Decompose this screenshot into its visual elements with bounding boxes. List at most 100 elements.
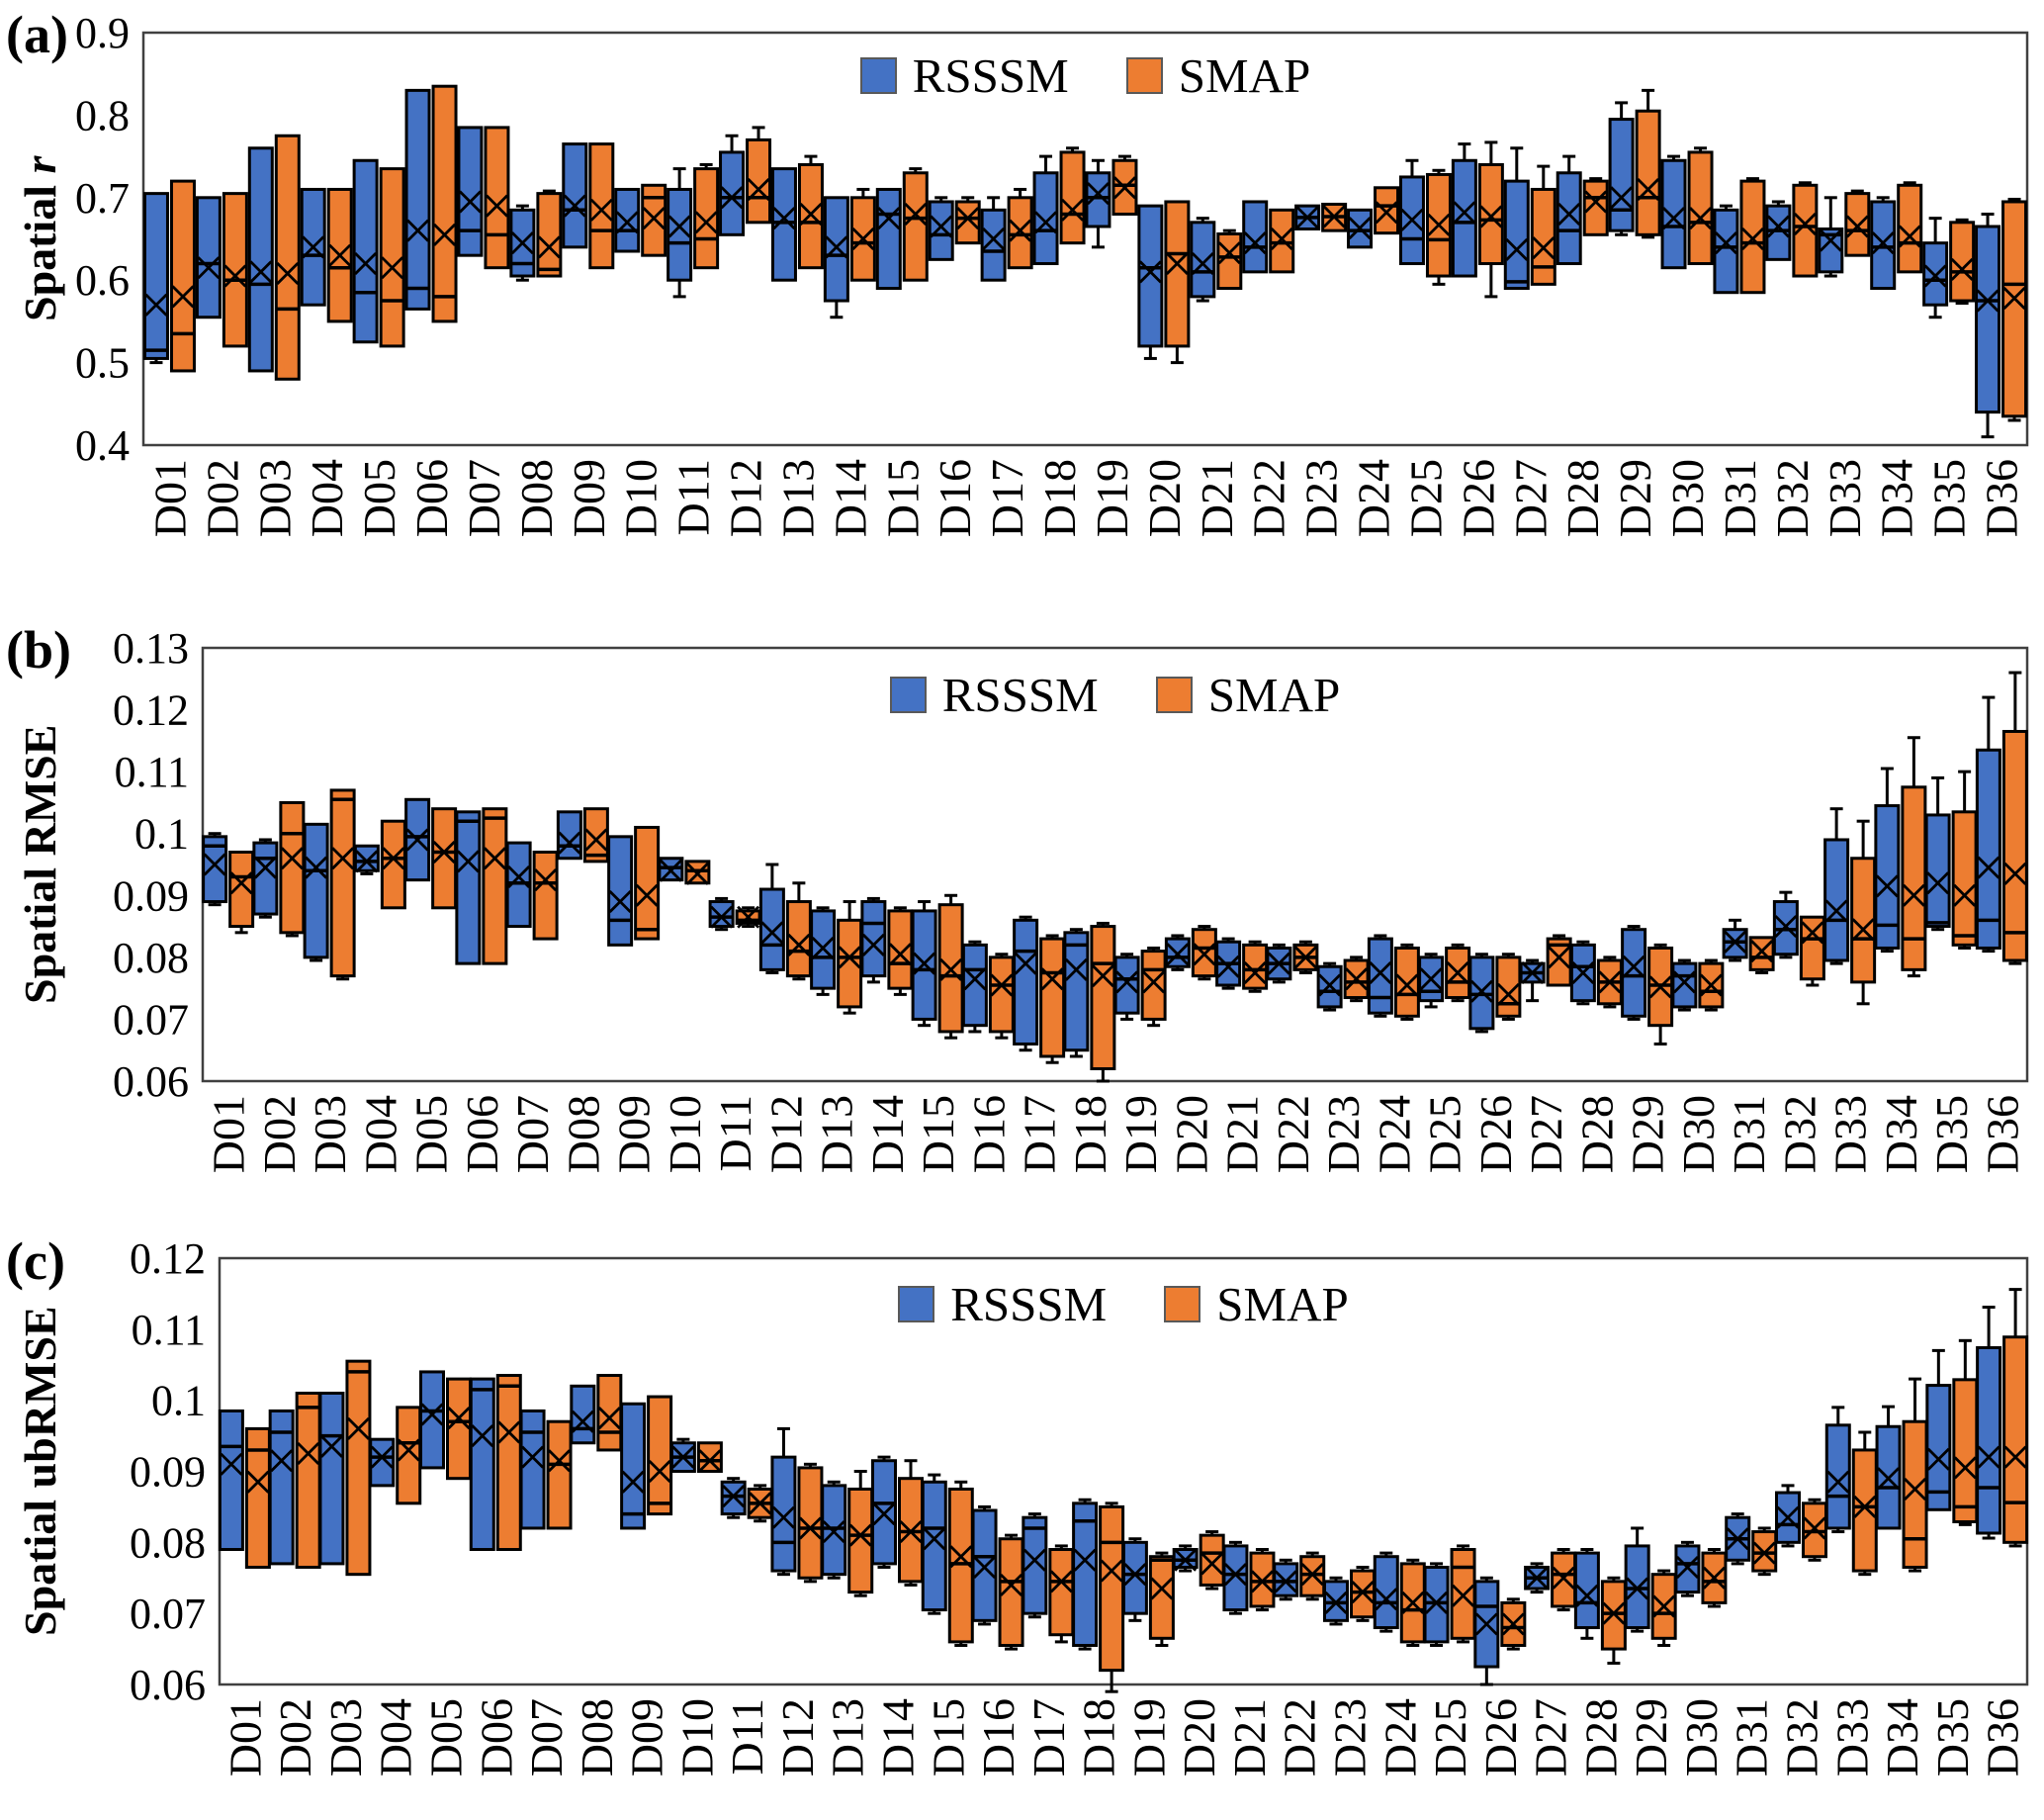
mean-x-marker <box>1845 215 1869 238</box>
mean-x-marker <box>1610 186 1634 210</box>
legend-label-rsssm: RSSSM <box>950 1277 1108 1331</box>
box-rsssm-D26 <box>1451 142 1477 278</box>
y-axis-title-c-text: Spatial ubRMSE <box>15 1306 65 1637</box>
mean-x-marker <box>510 231 534 255</box>
box-smap-D15 <box>937 893 964 1040</box>
mean-x-marker <box>597 1407 621 1430</box>
iqr-box <box>607 835 634 947</box>
box-smap-D33 <box>1851 1430 1878 1577</box>
mean-x-marker <box>1926 871 1950 895</box>
iqr-box <box>1608 118 1635 232</box>
iqr-box <box>1242 200 1269 274</box>
box-smap-D10 <box>641 183 667 257</box>
mean-x-marker <box>1689 207 1713 230</box>
mean-x-marker <box>1112 176 1136 200</box>
x-tick-label-D06: D06 <box>406 459 457 537</box>
mean-x-marker <box>1752 1541 1776 1565</box>
box-smap-D16 <box>998 1533 1024 1651</box>
mean-x-marker <box>2003 1445 2027 1469</box>
mean-x-marker <box>747 177 770 201</box>
box-smap-D31 <box>1748 936 1775 974</box>
x-tick-label-D32: D32 <box>1777 1698 1827 1776</box>
iqr-box <box>1799 915 1825 981</box>
x-tick-label-D11: D11 <box>722 1698 772 1775</box>
mean-x-marker <box>1552 1566 1575 1590</box>
iqr-box <box>875 187 902 291</box>
box-smap-D27 <box>1546 934 1572 987</box>
box-smap-D22 <box>1269 208 1295 274</box>
x-tick-label-D33: D33 <box>1825 1095 1876 1173</box>
mean-x-marker <box>939 957 963 981</box>
box-smap-D31 <box>1739 177 1766 295</box>
box-rsssm-D14 <box>871 1455 897 1569</box>
mean-x-marker <box>1452 1584 1475 1607</box>
iqr-box <box>1818 227 1844 274</box>
box-rsssm-D34 <box>1874 767 1901 954</box>
x-tick-label-D16: D16 <box>963 1095 1014 1173</box>
mean-x-marker <box>253 856 277 879</box>
box-rsssm-D36 <box>1976 1306 2002 1540</box>
mean-x-marker <box>297 1442 320 1466</box>
smap-swatch-icon <box>1125 57 1163 94</box>
x-tick-label-D21: D21 <box>1224 1698 1275 1776</box>
mean-x-marker <box>1826 1470 1850 1494</box>
x-tick-label-D24: D24 <box>1369 1095 1419 1173</box>
iqr-box <box>1477 162 1504 266</box>
box-rsssm-D32 <box>1765 200 1792 261</box>
x-tick-label-D01: D01 <box>204 1095 254 1173</box>
x-tick-label-D36: D36 <box>1978 1698 2028 1776</box>
mean-x-marker <box>1774 915 1798 939</box>
mean-x-marker <box>1395 973 1419 997</box>
iqr-box <box>457 126 484 257</box>
x-tick-label-D06: D06 <box>471 1698 521 1776</box>
mean-x-marker <box>1598 970 1622 994</box>
mean-x-marker <box>1250 1570 1274 1593</box>
box-rsssm-D04 <box>300 187 326 307</box>
box-rsssm-D18 <box>1072 1498 1099 1651</box>
box-rsssm-D03 <box>303 822 329 962</box>
box-rsssm-D05 <box>404 797 431 882</box>
iqr-box <box>785 900 812 978</box>
box-smap-D10 <box>684 860 711 885</box>
box-smap-D28 <box>1582 177 1609 236</box>
box-rsssm-D05 <box>419 1370 445 1470</box>
iqr-box <box>1792 183 1819 278</box>
iqr-box <box>222 192 248 348</box>
box-smap-D30 <box>1701 1548 1728 1608</box>
x-tick-label-D20: D20 <box>1174 1698 1224 1776</box>
mean-x-marker <box>1150 1577 1174 1600</box>
y-tick-label: 0.9 <box>75 9 130 57</box>
mean-x-marker <box>1217 241 1241 265</box>
iqr-box <box>274 134 301 381</box>
box-smap-D31 <box>1751 1526 1778 1577</box>
x-tick-label-D04: D04 <box>355 1095 405 1173</box>
x-tick-label-D35: D35 <box>1926 1095 1977 1173</box>
x-tick-label-D30: D30 <box>1673 1095 1724 1173</box>
mean-x-marker <box>203 853 226 876</box>
box-rsssm-D19 <box>1113 953 1140 1021</box>
box-rsssm-D07 <box>457 126 484 257</box>
iqr-box <box>329 788 356 978</box>
box-rsssm-D03 <box>318 1391 345 1566</box>
mean-x-marker <box>861 933 885 956</box>
iqr-box <box>303 822 329 959</box>
legend-entry-rsssm: RSSSM <box>859 48 1069 103</box>
iqr-box <box>1922 241 1949 307</box>
box-rsssm-D25 <box>1418 953 1445 1009</box>
iqr-box <box>244 1426 271 1569</box>
mean-x-marker <box>171 285 195 309</box>
box-rsssm-D04 <box>369 1437 396 1488</box>
legend-label-rsssm: RSSSM <box>912 48 1069 103</box>
box-smap-D19 <box>1111 154 1138 216</box>
iqr-box <box>847 1487 874 1594</box>
iqr-box <box>380 819 406 910</box>
mean-x-marker <box>1622 955 1645 978</box>
box-smap-D35 <box>1949 218 1976 306</box>
legend-panel-c: RSSSM SMAP <box>220 1280 2027 1328</box>
x-tick-label-D14: D14 <box>825 459 875 537</box>
x-tick-label-D17: D17 <box>982 459 1032 537</box>
mean-x-marker <box>276 262 300 286</box>
box-rsssm-D20 <box>1164 934 1191 971</box>
panel-letter-a: (a) <box>6 5 68 64</box>
x-tick-label-D19: D19 <box>1123 1698 1174 1776</box>
